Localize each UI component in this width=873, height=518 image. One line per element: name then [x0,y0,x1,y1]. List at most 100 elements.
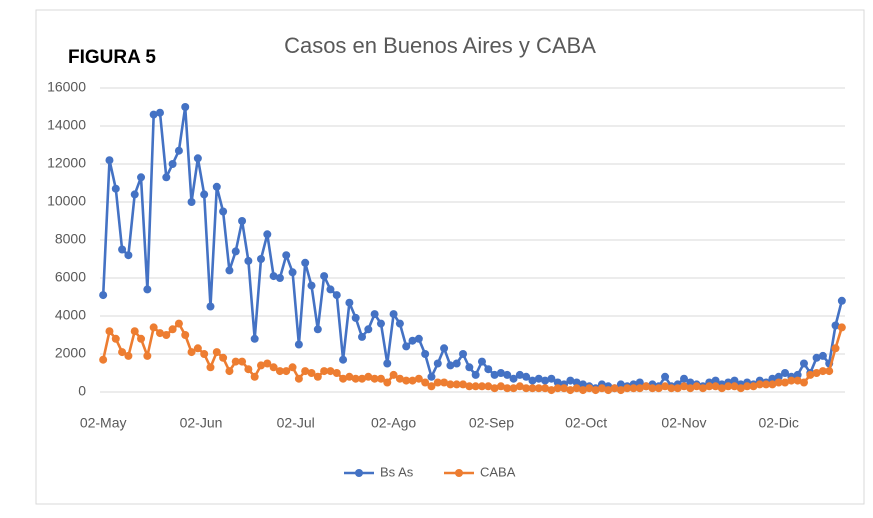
data-point [528,376,537,385]
data-point [395,374,404,383]
data-point [269,272,278,281]
data-point [541,384,550,393]
y-tick-label: 12000 [47,155,86,171]
data-point [219,353,228,362]
legend-label: Bs As [380,464,414,479]
data-point [553,384,562,393]
data-point [200,350,209,358]
data-point [225,367,234,376]
data-point [459,380,468,389]
data-point [414,334,423,343]
data-point [326,285,335,294]
data-point [496,369,505,377]
data-point [307,369,316,377]
data-point [762,380,771,389]
legend-marker [455,469,463,477]
data-point [477,382,486,391]
data-point [99,355,108,364]
data-point [433,378,442,387]
legend-marker [355,469,363,477]
data-point [799,359,808,368]
x-tick-label: 02-Jul [277,415,315,431]
data-point [395,319,404,328]
data-point [168,160,177,168]
data-point [389,370,398,379]
chart-frame [35,9,865,505]
data-point [837,323,846,332]
data-point [509,384,518,393]
data-point [364,325,373,334]
data-point [661,382,670,391]
data-point [149,323,158,332]
x-tick-label: 02-Dic [758,415,798,431]
data-point [654,384,663,393]
data-point [560,384,569,393]
data-point [503,384,512,393]
data-point [484,365,493,374]
data-point [181,103,190,111]
data-point [743,382,752,391]
data-point [616,380,625,389]
data-point [345,298,354,307]
data-point [541,376,550,385]
data-point [522,384,531,393]
data-point [288,268,297,277]
data-point [231,357,240,366]
data-point [717,384,726,393]
data-point [313,372,322,381]
data-point [648,384,657,393]
data-point [376,374,385,383]
data-point [269,363,278,372]
data-point [623,384,632,393]
y-tick-label: 8000 [55,231,86,247]
data-point [370,310,379,319]
data-point [238,357,247,366]
data-point [358,374,367,383]
data-point [522,372,531,381]
data-point [553,378,562,387]
data-point [212,182,221,191]
data-point [351,313,360,322]
data-point [433,359,442,368]
data-point [566,376,575,385]
figure-label: FIGURA 5 [68,47,156,68]
data-point [421,350,430,358]
data-point [705,382,714,391]
x-tick-label: 02-Oct [565,415,607,431]
data-point [673,384,682,393]
data-point [686,378,695,387]
data-point [793,370,802,379]
data-point [187,198,196,206]
data-point [168,325,177,334]
data-point [825,367,834,376]
data-point [692,382,701,391]
data-point [149,110,158,119]
data-point [459,350,468,358]
data-point [585,384,594,393]
data-point [686,384,695,393]
data-point [250,372,259,381]
data-point [616,386,625,395]
data-point [376,319,385,328]
y-tick-label: 2000 [55,345,86,361]
data-point [200,190,209,199]
data-point [174,146,183,155]
data-point [345,372,354,381]
data-point [231,247,240,256]
data-point [680,374,689,383]
data-point [124,251,133,260]
data-point [490,384,499,393]
data-point [105,327,114,336]
data-point [99,291,108,300]
data-point [724,382,733,391]
data-point [143,285,152,294]
data-point [137,173,146,182]
data-point [383,378,392,387]
data-point [137,334,146,343]
data-point [503,370,512,379]
data-point [572,384,581,393]
data-point [534,384,543,393]
data-point [206,302,215,311]
data-point [591,386,600,395]
